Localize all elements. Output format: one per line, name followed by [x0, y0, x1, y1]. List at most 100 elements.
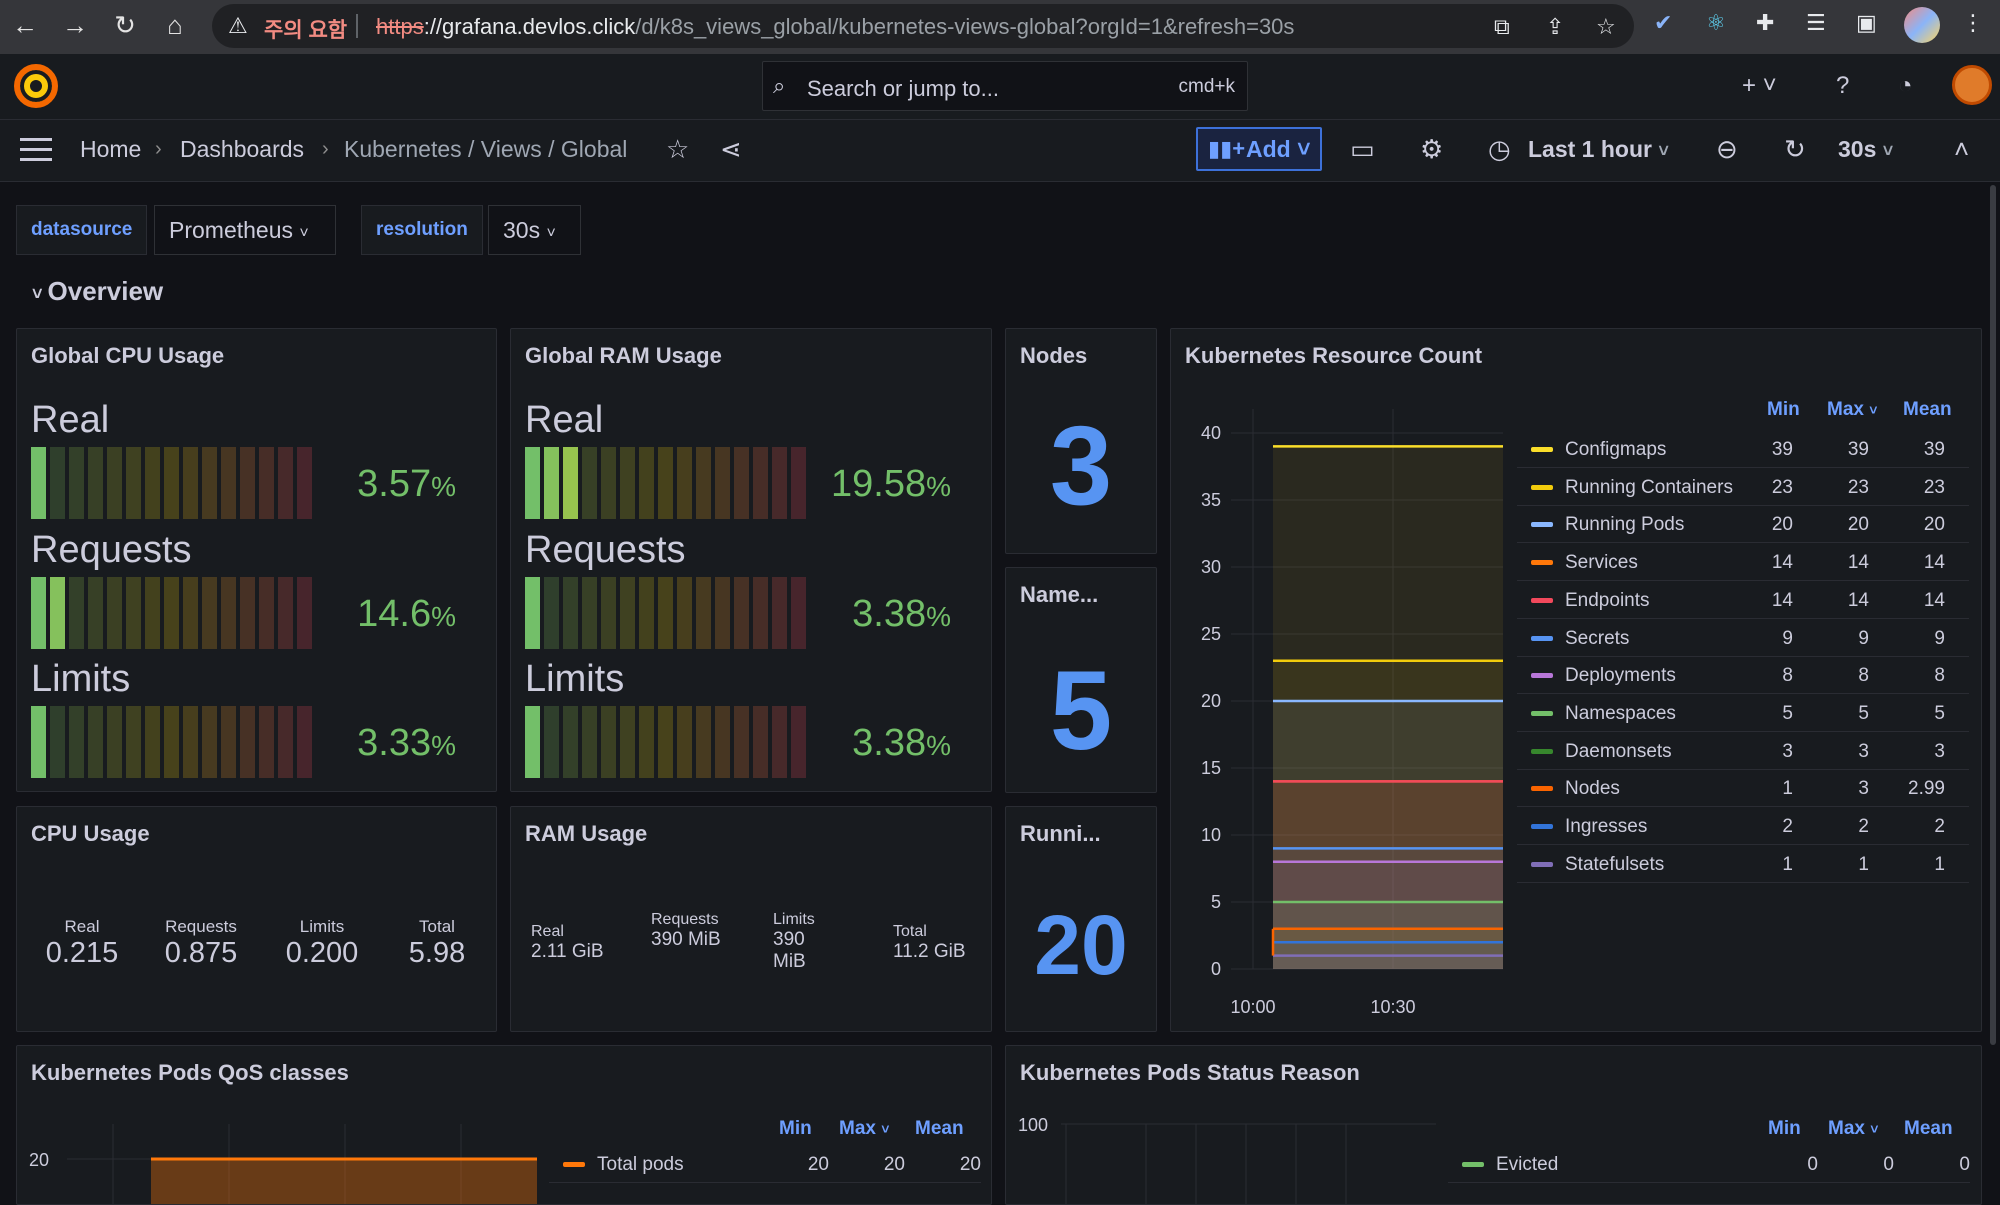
save-icon[interactable]: ▭ — [1350, 134, 1375, 164]
panel-nodes[interactable]: Nodes 3 — [1005, 328, 1157, 554]
panel-cpu-usage[interactable]: CPU Usage Real 0.215 Requests 0.875 Limits… — [16, 806, 497, 1032]
datasource-select[interactable]: Prometheus ˅ — [154, 205, 336, 255]
gauge-segment — [715, 577, 730, 649]
series-swatch — [1531, 710, 1553, 716]
extensions-puzzle-icon[interactable]: ✚ — [1756, 10, 1775, 35]
refresh-icon[interactable]: ↻ — [1784, 134, 1806, 164]
reload-icon[interactable]: ↻ — [114, 10, 136, 40]
forward-icon[interactable]: → — [62, 10, 88, 40]
legend-header-mean[interactable]: Mean — [915, 1118, 964, 1139]
legend-row[interactable]: Evicted 0 0 0 — [1448, 1146, 1970, 1183]
panel-global-ram-usage[interactable]: Global RAM Usage Real 19.58% Requests 3.38%… — [510, 328, 992, 792]
bookmark-star-icon[interactable]: ☆ — [1596, 14, 1616, 39]
panel-ram-usage[interactable]: RAM Usage Real 2.11 GiB Requests 390 MiB L… — [510, 806, 992, 1032]
gauge-segment — [734, 577, 749, 649]
x-tick-label: 10:00 — [1230, 997, 1275, 1017]
legend-row[interactable]: Total pods 20 20 20 — [549, 1146, 981, 1183]
breadcrumb-dashboards[interactable]: Dashboards — [180, 136, 305, 162]
gauge-segment — [620, 447, 635, 519]
security-warning[interactable]: 주의 요함 — [264, 19, 348, 42]
legend-header-max[interactable]: Max ˅ — [1828, 1118, 1878, 1140]
user-avatar[interactable] — [1952, 65, 1992, 105]
series-name: Running Containers — [1565, 476, 1733, 498]
profile-avatar[interactable] — [1904, 7, 1940, 43]
legend-header-mean[interactable]: Mean — [1904, 1118, 1953, 1139]
legend-row[interactable]: Endpoints 14 14 14 — [1517, 582, 1969, 619]
search-placeholder: Search or jump to... — [807, 76, 999, 101]
search-input[interactable]: ⌕ Search or jump to... cmd+k — [762, 61, 1248, 111]
legend-header-min[interactable]: Min — [1768, 1118, 1801, 1139]
series-area — [1273, 701, 1503, 969]
gauge-segment — [563, 706, 578, 778]
gauge-segment — [696, 706, 711, 778]
gauge-segment — [582, 577, 597, 649]
legend-header-min[interactable]: Min — [1767, 399, 1800, 420]
legend-header-max-label: Max — [1827, 399, 1864, 420]
grafana-logo-icon[interactable] — [14, 64, 58, 108]
refresh-interval-picker[interactable]: 30s ˅ — [1838, 136, 1894, 162]
gauge-label: Limits — [525, 658, 625, 700]
legend-row[interactable]: Running Containers 23 23 23 — [1517, 469, 1969, 506]
legend-row[interactable]: Statefulsets 1 1 1 — [1517, 846, 1969, 883]
panel-kubernetes-resource-count[interactable]: Kubernetes Resource Count 0 5 10 15 20 25 30 35… — [1170, 328, 1982, 1032]
zoom-out-icon[interactable]: ⊖ — [1716, 134, 1738, 164]
y-tick-label: 30 — [1201, 557, 1221, 577]
legend-row[interactable]: Configmaps 39 39 39 — [1517, 431, 1969, 468]
news-rss-icon[interactable]: ◔ — [1898, 72, 1913, 99]
menu-kebab-icon[interactable]: ⋮ — [1962, 10, 1984, 35]
reading-list-icon[interactable]: ☰ — [1806, 10, 1826, 35]
sidepanel-icon[interactable]: ▣ — [1856, 10, 1877, 35]
bar-gauge — [31, 577, 312, 649]
home-icon[interactable]: ⌂ — [167, 10, 183, 40]
panel-pods-qos-classes[interactable]: Kubernetes Pods QoS classes 20 Min Max ˅… — [16, 1045, 992, 1205]
series-mean: 20 — [1923, 514, 1945, 536]
gauge-segment — [240, 577, 255, 649]
legend-row[interactable]: Deployments 8 8 8 — [1517, 657, 1969, 695]
series-mean: 8 — [1934, 665, 1945, 687]
legend-header-max[interactable]: Max ˅ — [839, 1118, 889, 1140]
series-max: 5 — [1858, 702, 1869, 724]
legend-row[interactable]: Nodes 1 3 2.99 — [1517, 770, 1969, 808]
legend-row[interactable]: Daemonsets 3 3 3 — [1517, 733, 1969, 770]
react-devtools-icon[interactable]: ⚛ — [1706, 10, 1726, 35]
legend-header-max[interactable]: Max ˅ — [1827, 399, 1877, 421]
legend-row[interactable]: Secrets 9 9 9 — [1517, 620, 1969, 657]
row-overview[interactable]: ˅ Overview — [32, 276, 163, 307]
series-min: 20 — [1771, 514, 1793, 536]
legend-row[interactable]: Running Pods 20 20 20 — [1517, 506, 1969, 544]
url-text[interactable]: https://grafana.devlos.click/d/k8s_views… — [376, 14, 1294, 40]
share-icon[interactable]: ⋖ — [720, 134, 742, 164]
new-plus-icon[interactable]: + ˅ — [1742, 72, 1777, 99]
star-icon[interactable]: ☆ — [666, 134, 690, 164]
back-icon[interactable]: ← — [12, 10, 38, 40]
legend-row[interactable]: Namespaces 5 5 5 — [1517, 695, 1969, 732]
gauge-label: Requests — [525, 529, 686, 571]
panel-pods-status-reason[interactable]: Kubernetes Pods Status Reason 100 Min Ma… — [1005, 1045, 1982, 1205]
panel-running-pods[interactable]: Runni... 20 — [1005, 806, 1157, 1032]
legend-header-mean[interactable]: Mean — [1903, 399, 1952, 420]
series-area — [1273, 781, 1503, 969]
panel-namespaces[interactable]: Name... 5 — [1005, 567, 1157, 793]
add-button[interactable]: ▮▮+ Add ˅ — [1196, 127, 1322, 171]
help-icon[interactable]: ? — [1836, 72, 1850, 99]
panel-global-cpu-usage[interactable]: Global CPU Usage Real 3.57% Requests 14.6% L… — [16, 328, 497, 792]
extension-check-icon[interactable]: ✔ — [1654, 10, 1673, 35]
share-icon[interactable]: ⇪ — [1546, 14, 1565, 39]
breadcrumb-home[interactable]: Home — [80, 136, 142, 162]
gauge-segment — [734, 706, 749, 778]
page-scrollbar[interactable] — [1990, 185, 1996, 1045]
gauge-unit: % — [431, 730, 456, 761]
panel-title: RAM Usage — [525, 821, 648, 846]
resolution-select[interactable]: 30s ˅ — [488, 205, 581, 255]
gauge-segment — [297, 447, 312, 519]
time-range-picker[interactable]: Last 1 hour ˅ — [1528, 136, 1669, 162]
legend-row[interactable]: Ingresses 2 2 2 — [1517, 808, 1969, 845]
address-bar[interactable]: ⚠ 주의 요함 https://grafana.devlos.click/d/k… — [212, 4, 1634, 48]
gauge-segment — [88, 577, 103, 649]
translate-icon[interactable]: ⧉ — [1494, 14, 1510, 39]
menu-hamburger-icon[interactable] — [20, 138, 52, 162]
settings-gear-icon[interactable]: ⚙ — [1420, 134, 1444, 164]
legend-header-min[interactable]: Min — [779, 1118, 812, 1139]
collapse-chevron-up-icon[interactable]: ˄ — [1954, 134, 1970, 164]
legend-row[interactable]: Services 14 14 14 — [1517, 544, 1969, 582]
